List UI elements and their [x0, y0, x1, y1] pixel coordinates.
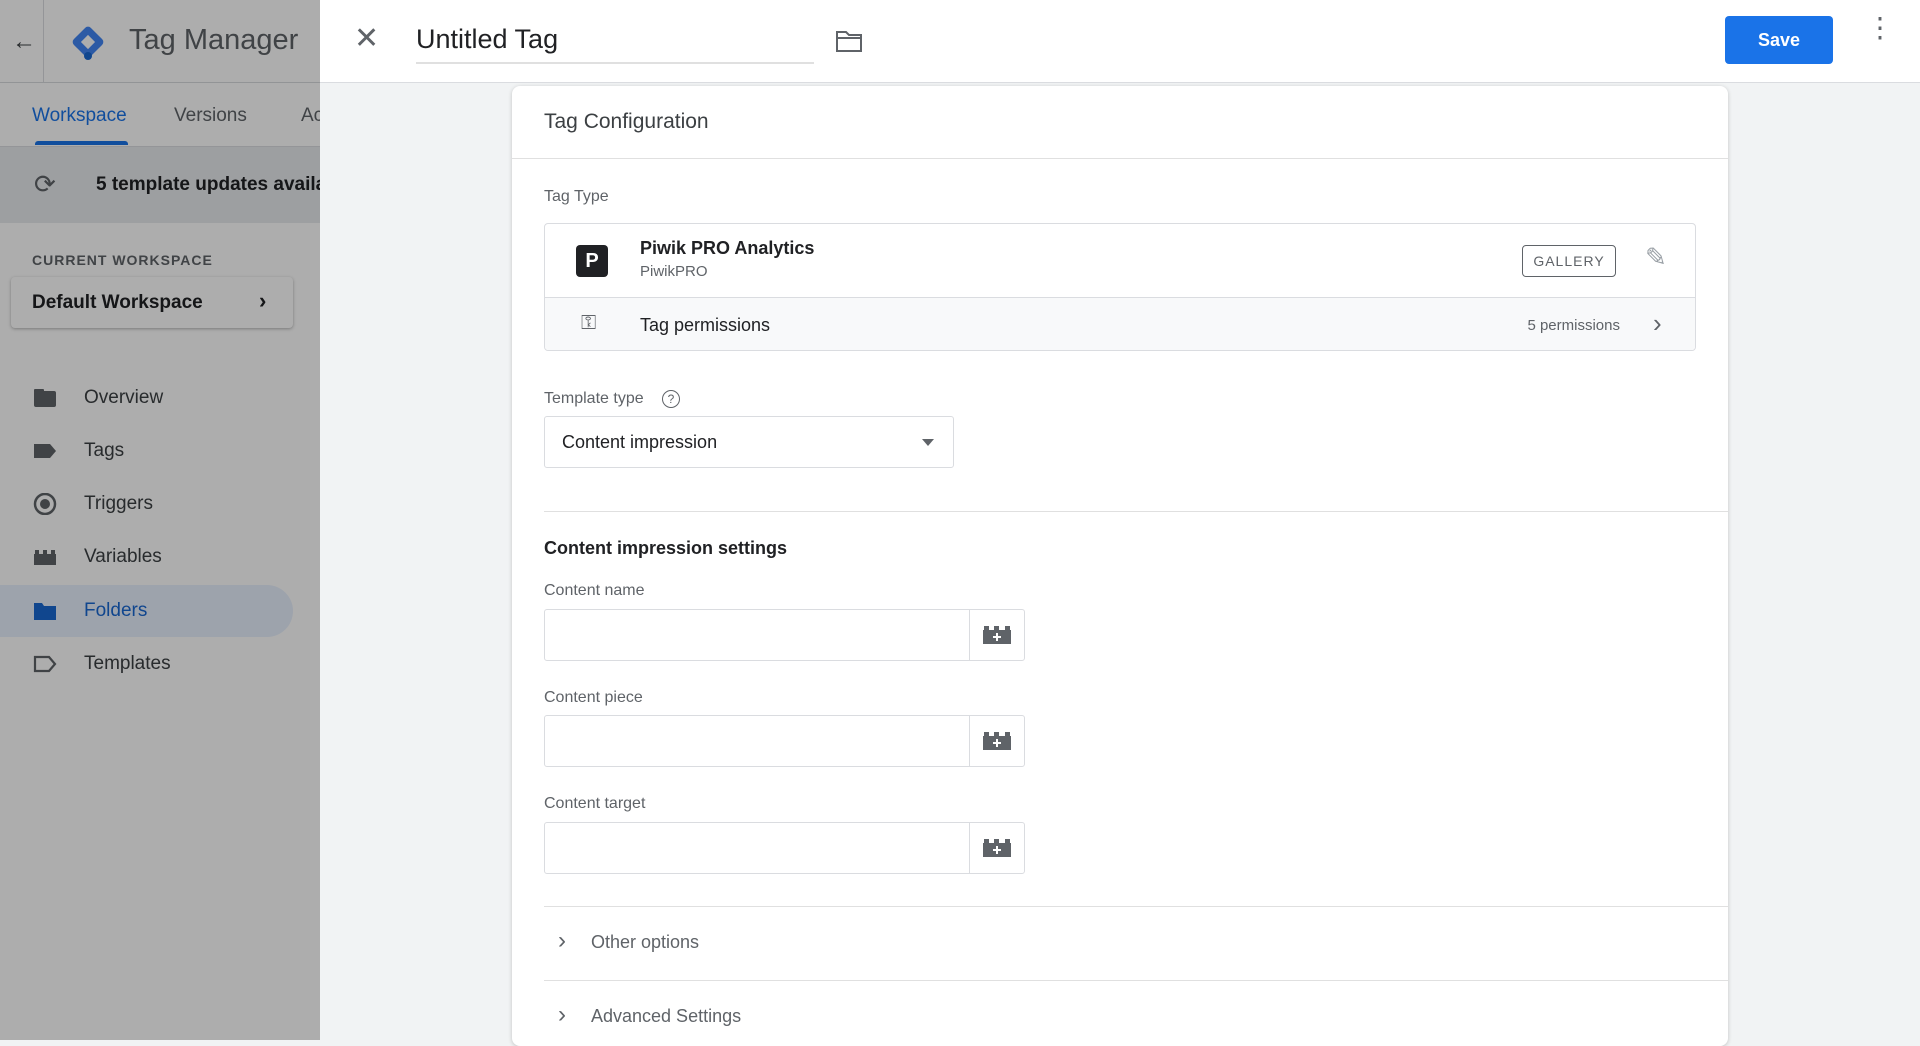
tab-versions[interactable]: Versions — [174, 105, 247, 126]
app-header: ← Tag Manager — [0, 0, 320, 83]
tag-type-vendor: PiwikPRO — [640, 263, 708, 280]
template-icon — [33, 655, 57, 673]
content-name-input[interactable] — [545, 610, 970, 660]
sidebar-item-overview[interactable]: Overview — [0, 372, 293, 424]
app-title: Tag Manager — [129, 24, 299, 56]
content-name-label: Content name — [544, 582, 645, 599]
dropdown-arrow-icon — [922, 439, 934, 446]
variables-icon — [34, 550, 56, 565]
advanced-settings-toggle[interactable]: › Advanced Settings — [544, 981, 1728, 1046]
tag-editor-panel: ✕ Untitled Tag Save ⋮ Tag Configuration … — [320, 0, 1920, 1046]
more-vert-icon[interactable]: ⋮ — [1866, 12, 1894, 43]
variable-picker-button[interactable] — [969, 823, 1024, 873]
permissions-count: 5 permissions — [1527, 317, 1620, 334]
content-target-input[interactable] — [545, 823, 970, 873]
sidebar-item-label: Overview — [84, 387, 164, 408]
sidebar-item-label: Templates — [84, 653, 171, 674]
workspace-name: Default Workspace — [32, 292, 203, 313]
tag-type-name: Piwik PRO Analytics — [640, 238, 815, 258]
template-type-value: Content impression — [562, 432, 718, 452]
tag-permissions-label: Tag permissions — [640, 315, 771, 335]
sidebar-item-label: Triggers — [84, 493, 153, 514]
close-icon[interactable]: ✕ — [354, 22, 380, 55]
content-name-field — [544, 609, 1025, 661]
tag-name: Untitled Tag — [416, 24, 559, 54]
add-variable-icon — [983, 626, 1011, 644]
sidebar-item-variables[interactable]: Variables — [0, 531, 293, 583]
sidebar-item-tags[interactable]: Tags — [0, 425, 293, 477]
tag-permissions-row[interactable]: ⚿ Tag permissions 5 permissions › — [545, 297, 1695, 350]
piwik-logo-icon: P — [576, 245, 608, 277]
sidebar-item-folders[interactable]: Folders — [0, 585, 293, 637]
workspace-tabs: Workspace Versions Ac — [0, 83, 320, 147]
sidebar-item-label: Tags — [84, 440, 125, 461]
template-type-label: Template type — [544, 390, 644, 407]
add-variable-icon — [983, 839, 1011, 857]
editor-header: ✕ Untitled Tag Save ⋮ — [320, 0, 1920, 83]
tab-workspace[interactable]: Workspace — [32, 105, 127, 126]
card-title: Tag Configuration — [544, 110, 709, 133]
template-updates-banner[interactable]: ⟳ 5 template updates availal — [0, 147, 320, 223]
variable-picker-button[interactable] — [969, 716, 1024, 766]
tag-type-box: P Piwik PRO Analytics PiwikPRO GALLERY ✎… — [544, 223, 1696, 351]
sidebar-item-label: Variables — [84, 546, 162, 567]
help-icon[interactable]: ? — [662, 390, 680, 408]
folder-icon — [34, 603, 56, 620]
content-piece-input[interactable] — [545, 716, 970, 766]
edit-pencil-icon[interactable]: ✎ — [1645, 242, 1667, 272]
sidebar-item-triggers[interactable]: Triggers — [0, 478, 293, 530]
other-options-label: Other options — [591, 932, 700, 952]
content-target-label: Content target — [544, 795, 646, 812]
active-tab-indicator — [35, 141, 128, 145]
content-target-field — [544, 822, 1025, 874]
banner-text: 5 template updates availal — [96, 174, 320, 195]
template-type-select[interactable]: Content impression — [544, 416, 954, 468]
back-arrow-icon[interactable]: ← — [12, 28, 36, 55]
advanced-settings-label: Advanced Settings — [591, 1006, 742, 1026]
workspace-selector[interactable]: Default Workspace › — [11, 277, 293, 328]
save-button[interactable]: Save — [1725, 16, 1833, 64]
current-workspace-label: CURRENT WORKSPACE — [32, 252, 213, 268]
sidebar-item-label: Folders — [84, 600, 148, 621]
gallery-badge: GALLERY — [1522, 245, 1616, 277]
tag-manager-logo-icon — [72, 26, 104, 60]
variable-picker-button[interactable] — [969, 610, 1024, 660]
chevron-right-icon: › — [1653, 308, 1662, 338]
overview-icon — [34, 389, 56, 407]
gtm-sidebar: ← Tag Manager Workspace Versions Ac ⟳ 5 … — [0, 0, 320, 1040]
tag-icon — [34, 444, 56, 458]
chevron-right-icon: › — [558, 927, 566, 954]
update-icon: ⟳ — [34, 169, 56, 199]
trigger-icon — [33, 493, 57, 515]
add-variable-icon — [983, 732, 1011, 750]
tag-type-label: Tag Type — [544, 188, 609, 205]
content-piece-label: Content piece — [544, 689, 643, 706]
settings-heading: Content impression settings — [544, 538, 788, 558]
chevron-right-icon: › — [558, 1001, 566, 1028]
key-icon: ⚿ — [581, 312, 597, 334]
tab-admin[interactable]: Ac — [301, 105, 320, 126]
sidebar-item-templates[interactable]: Templates — [0, 638, 293, 690]
tag-type-row[interactable]: P Piwik PRO Analytics PiwikPRO GALLERY ✎ — [545, 224, 1695, 297]
tag-name-input[interactable]: Untitled Tag — [416, 24, 814, 64]
other-options-toggle[interactable]: › Other options — [544, 907, 1728, 980]
chevron-right-icon: › — [259, 288, 267, 313]
content-piece-field — [544, 715, 1025, 767]
tag-configuration-card: Tag Configuration Tag Type P Piwik PRO A… — [512, 86, 1728, 1046]
folder-outline-icon[interactable] — [835, 29, 863, 53]
